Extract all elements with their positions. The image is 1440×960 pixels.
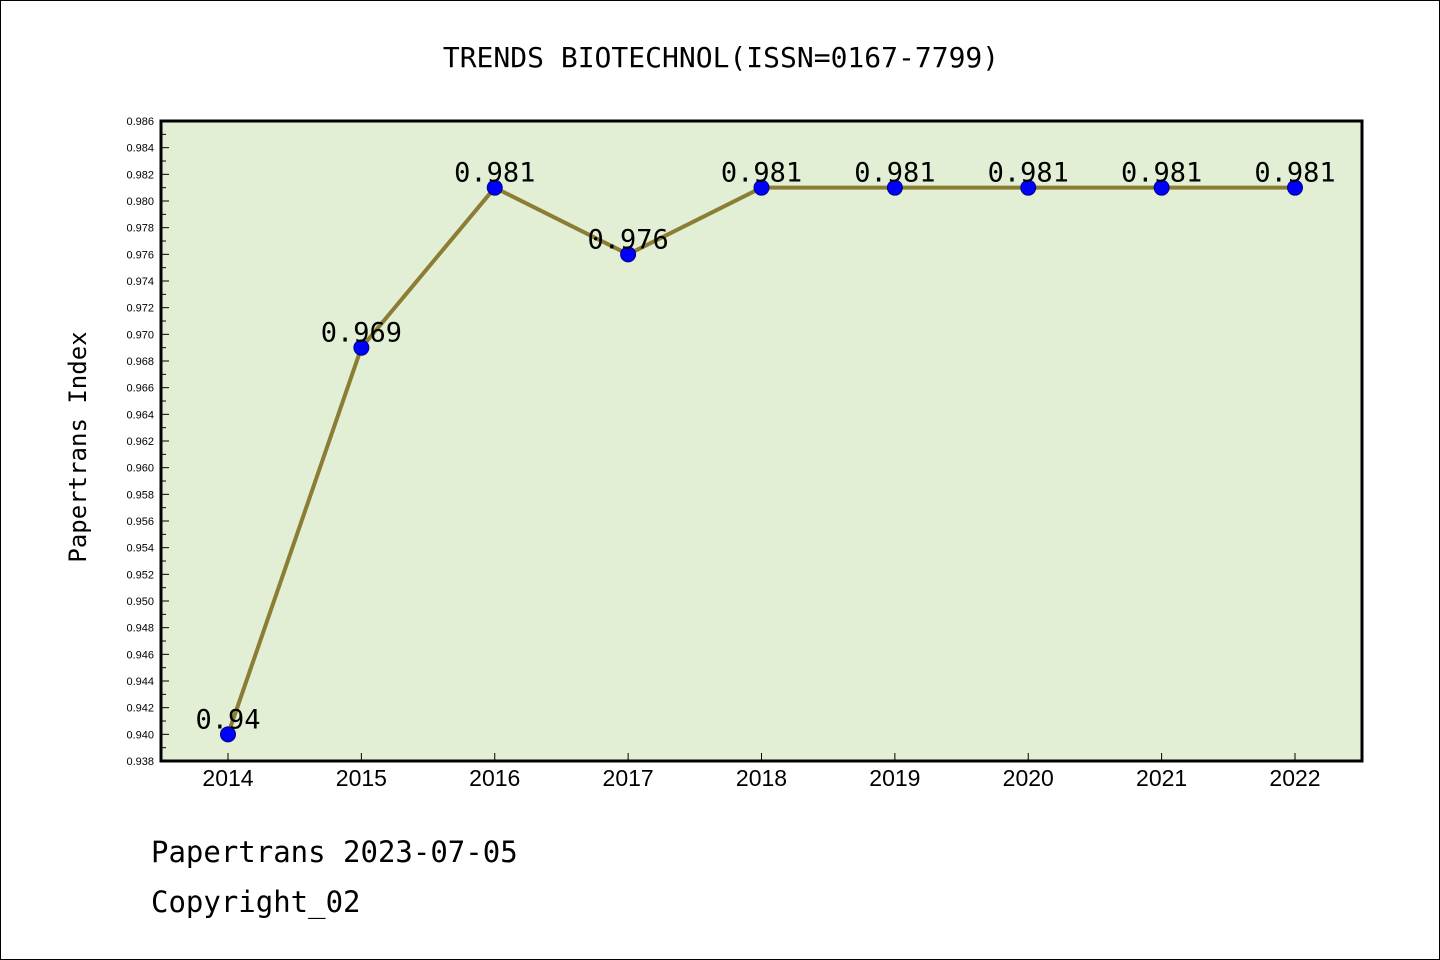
y-tick-label: 0.942 bbox=[126, 703, 154, 715]
y-tick-label: 0.986 bbox=[126, 116, 154, 128]
footer-date: Papertrans 2023-07-05 bbox=[151, 835, 518, 869]
x-axis: 2014 2015 2016 2017 2018 2019 2020 2021 2022 bbox=[202, 753, 1321, 791]
y-tick-label: 0.978 bbox=[126, 223, 154, 235]
y-tick-label: 0.950 bbox=[126, 596, 154, 608]
data-label: 0.981 bbox=[988, 158, 1069, 189]
series-layer: 0.94 0.969 0.981 0.976 0.981 0.981 0.981 0.981 0… bbox=[195, 158, 1336, 743]
y-tick-label: 0.946 bbox=[126, 649, 154, 661]
data-point bbox=[753, 179, 770, 196]
data-point bbox=[486, 179, 503, 196]
y-axis-label: Papertrans Index bbox=[64, 331, 92, 562]
y-tick-label: 0.966 bbox=[126, 383, 154, 395]
y-tick-label: 0.940 bbox=[126, 729, 154, 741]
y-tick-label: 0.976 bbox=[126, 249, 154, 261]
data-point bbox=[353, 339, 370, 356]
data-label: 0.981 bbox=[854, 158, 935, 189]
plot-area bbox=[161, 121, 1362, 761]
data-point bbox=[1287, 179, 1303, 196]
chart-title: TRENDS BIOTECHNOL(ISSN=0167-7799) bbox=[443, 41, 999, 74]
plot-frame bbox=[159, 119, 1364, 763]
x-tick-label: 2020 bbox=[1003, 765, 1054, 791]
y-tick-label: 0.962 bbox=[126, 436, 154, 448]
x-tick-label: 2014 bbox=[202, 765, 253, 791]
y-tick-label: 0.980 bbox=[126, 196, 154, 208]
y-tick-label: 0.944 bbox=[126, 676, 154, 688]
footer-copyright: Copyright_02 bbox=[151, 885, 361, 919]
y-tick-label: 0.952 bbox=[126, 569, 154, 581]
data-point bbox=[620, 246, 637, 263]
x-tick-label: 2019 bbox=[869, 765, 920, 791]
x-tick-label: 2018 bbox=[736, 765, 787, 791]
y-tick-label: 0.972 bbox=[126, 303, 154, 315]
data-label: 0.981 bbox=[454, 158, 535, 189]
data-label: 0.981 bbox=[721, 158, 802, 189]
x-tick-label: 2021 bbox=[1136, 765, 1187, 791]
x-tick-label: 2022 bbox=[1269, 765, 1320, 791]
y-tick-label: 0.956 bbox=[126, 516, 154, 528]
data-point bbox=[1020, 179, 1037, 196]
y-tick-label: 0.974 bbox=[126, 276, 154, 288]
data-label: 0.94 bbox=[195, 704, 260, 735]
data-point bbox=[1153, 179, 1170, 196]
data-label: 0.976 bbox=[587, 224, 668, 255]
y-tick-label: 0.948 bbox=[126, 623, 154, 635]
x-tick-label: 2017 bbox=[603, 765, 654, 791]
data-label: 0.969 bbox=[321, 318, 402, 349]
data-point bbox=[220, 726, 236, 743]
y-tick-label: 0.960 bbox=[126, 463, 154, 475]
data-point bbox=[886, 179, 903, 196]
y-axis: 0.938 0.940 0.942 0.944 0.946 0.948 0.950 0.952… bbox=[126, 116, 169, 768]
y-tick-label: 0.964 bbox=[126, 409, 154, 421]
x-tick-label: 2016 bbox=[469, 765, 520, 791]
y-tick-label: 0.958 bbox=[126, 489, 154, 501]
y-tick-label: 0.968 bbox=[126, 356, 154, 368]
y-tick-label: 0.938 bbox=[126, 756, 154, 768]
y-tick-label: 0.982 bbox=[126, 169, 154, 181]
x-tick-label: 2015 bbox=[336, 765, 387, 791]
y-tick-label: 0.970 bbox=[126, 329, 154, 341]
y-tick-label: 0.984 bbox=[126, 143, 154, 155]
data-label: 0.981 bbox=[1254, 158, 1335, 189]
data-label: 0.981 bbox=[1121, 158, 1202, 189]
y-tick-label: 0.954 bbox=[126, 543, 154, 555]
